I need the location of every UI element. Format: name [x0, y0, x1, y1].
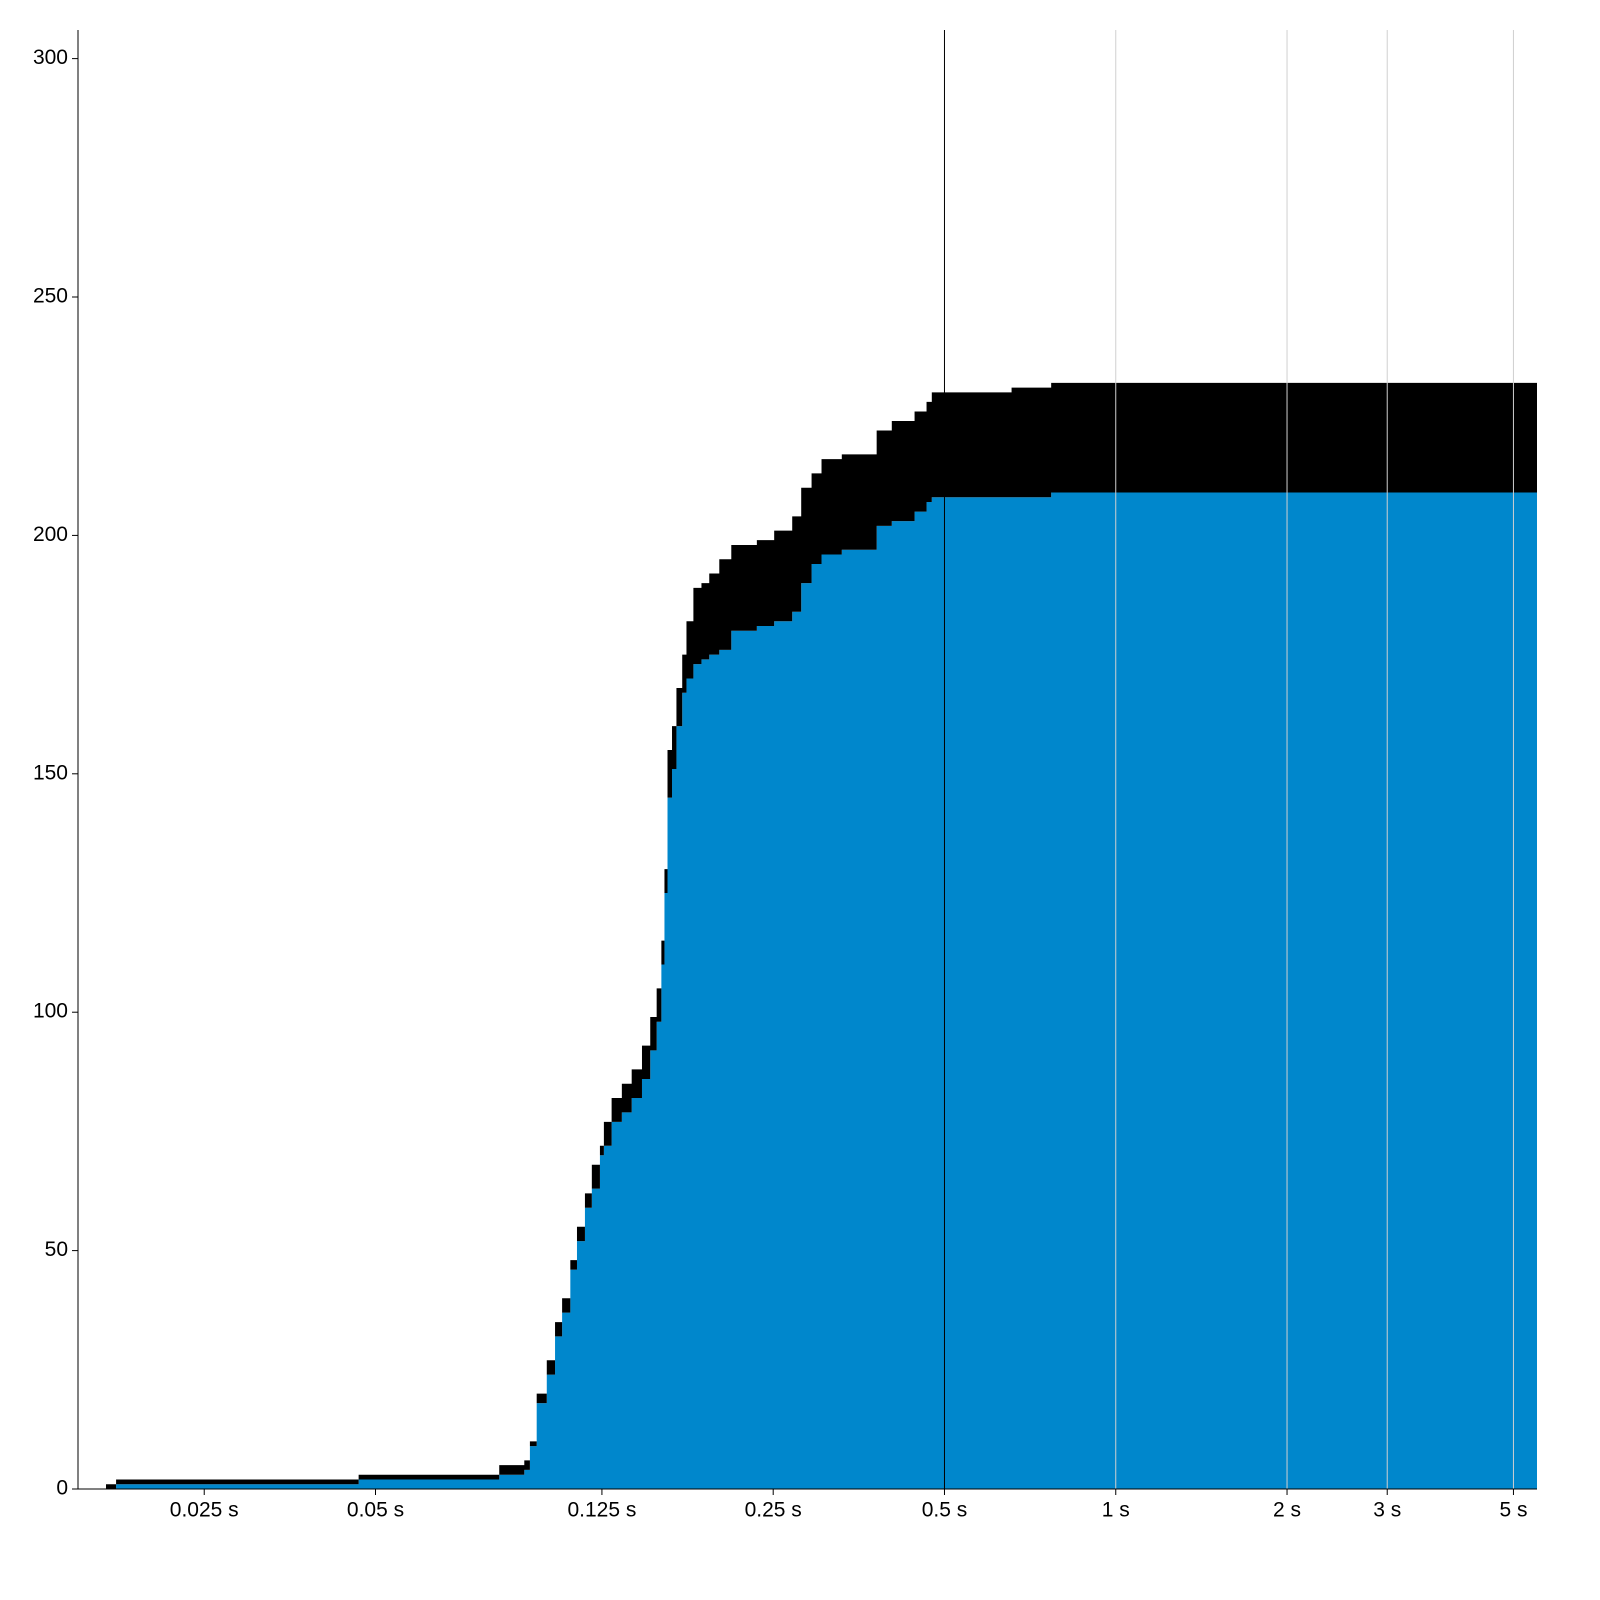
y-tick-label: 200 [33, 523, 68, 546]
x-tick-label: 0.05 s [347, 1499, 404, 1522]
x-tick-label: 0.25 s [745, 1499, 802, 1522]
x-tick-label: 2 s [1273, 1499, 1301, 1522]
x-tick-label: 0.125 s [567, 1499, 636, 1522]
y-tick-label: 0 [56, 1477, 68, 1500]
y-tick-label: 300 [33, 46, 68, 69]
x-tick-label: 1 s [1102, 1499, 1130, 1522]
y-tick-label: 100 [33, 1000, 68, 1023]
y-tick-label: 50 [45, 1238, 68, 1261]
area-series [106, 492, 1538, 1489]
x-tick-label: 3 s [1373, 1499, 1401, 1522]
y-tick-label: 250 [33, 285, 68, 308]
x-tick-label: 0.025 s [170, 1499, 239, 1522]
x-tick-label: 5 s [1499, 1499, 1527, 1522]
y-tick-label: 150 [33, 761, 68, 784]
x-tick-label: 0.5 s [922, 1499, 968, 1522]
